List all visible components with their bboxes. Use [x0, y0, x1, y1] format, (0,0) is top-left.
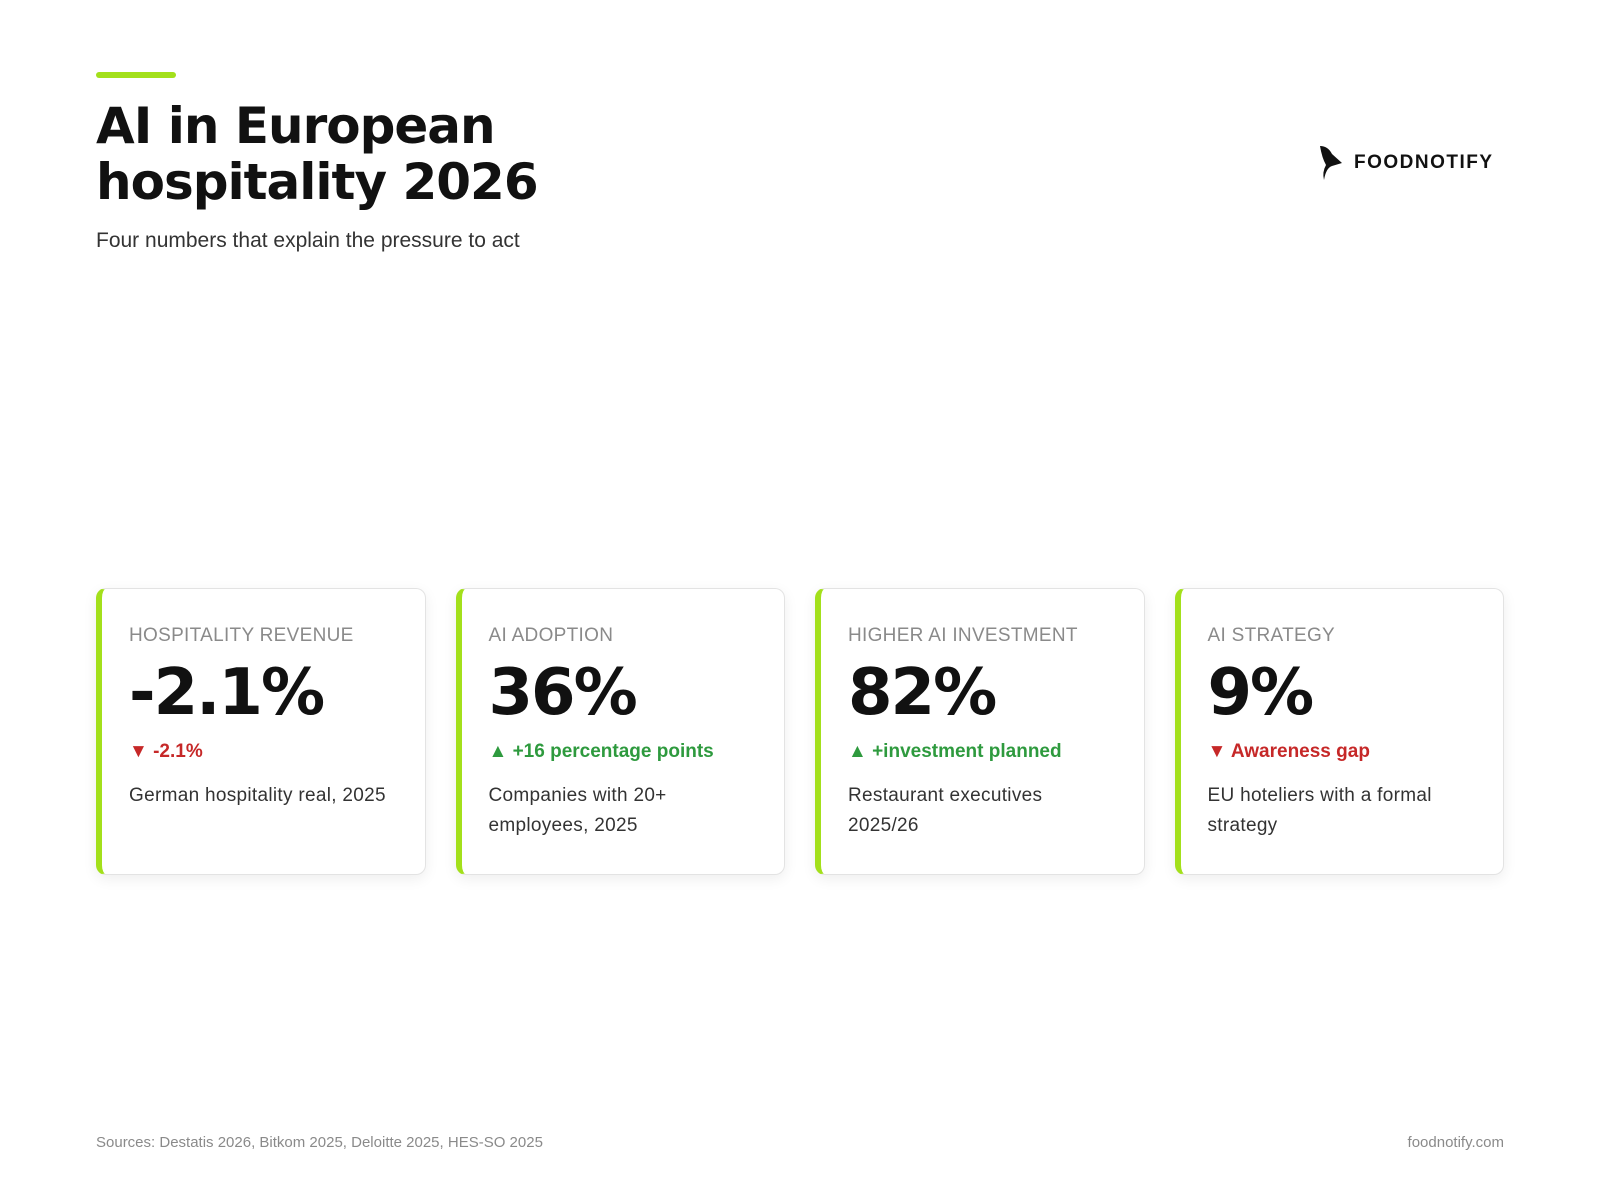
title: AI in European hospitality 2026 [96, 97, 539, 211]
site: foodnotify.com [1407, 1134, 1504, 1151]
stat-card: AI ADOPTION 36% ▲ +16 percentage points Com… [455, 588, 785, 875]
card-label: AI ADOPTION [488, 625, 614, 646]
brand: FOODNOTIFY [1318, 144, 1494, 182]
card-description: German hospitality real, 2025 [129, 785, 386, 806]
card-value: -2.1% [129, 656, 325, 730]
stat-card: HIGHER AI INVESTMENT 82% ▲ +investment pla… [815, 588, 1145, 875]
card-row: HOSPITALITY REVENUE -2.1% ▼ -2.1% German ho… [96, 588, 1504, 875]
sources: Sources: Destatis 2026, Bitkom 2025, Del… [96, 1134, 543, 1151]
subtitle: Four numbers that explain the pressure t… [96, 229, 520, 252]
card-label: HIGHER AI INVESTMENT [848, 625, 1078, 646]
card-change: ▲ +investment planned [848, 741, 1062, 762]
card-label: HOSPITALITY REVENUE [129, 625, 354, 646]
brand-name: FOODNOTIFY [1354, 152, 1494, 173]
card-value: 9% [1207, 656, 1315, 730]
brand-icon [1320, 146, 1342, 180]
card-change: ▼ -2.1% [129, 741, 203, 762]
card-description: Restaurant executives 2025/26 [848, 785, 1043, 836]
stat-card: AI STRATEGY 9% ▼ Awareness gap EU hoteliers… [1174, 588, 1504, 875]
accent-bar [96, 72, 176, 78]
card-change: ▲ +16 percentage points [488, 741, 714, 762]
card-label: AI STRATEGY [1207, 625, 1336, 646]
card-value: 36% [488, 656, 638, 730]
card-value: 82% [848, 656, 997, 730]
stat-card: HOSPITALITY REVENUE -2.1% ▼ -2.1% German ho… [96, 588, 426, 875]
card-description: Companies with 20+ employees, 2025 [488, 785, 667, 836]
card-description: EU hoteliers with a formal strategy [1207, 785, 1432, 836]
card-change: ▼ Awareness gap [1207, 741, 1370, 762]
